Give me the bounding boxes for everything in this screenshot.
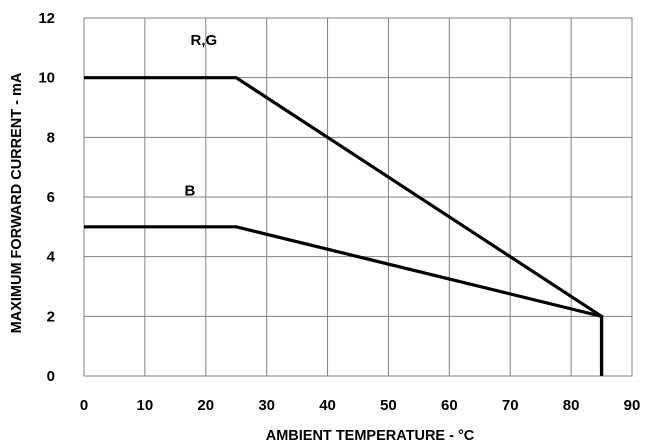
x-axis-title: AMBIENT TEMPERATURE - °C	[266, 428, 475, 444]
series-label: R,G	[191, 32, 218, 49]
x-tick-label: 90	[624, 397, 641, 414]
y-tick-label: 0	[47, 368, 55, 385]
x-tick-label: 10	[137, 397, 154, 414]
series-labels: R,G B	[184, 32, 217, 200]
gridlines	[83, 17, 633, 377]
x-tick-label: 0	[80, 397, 88, 414]
x-tick-label: 80	[563, 397, 580, 414]
plot-frame	[83, 17, 633, 377]
x-tick-label: 50	[380, 397, 397, 414]
y-tick-label: 6	[47, 189, 55, 206]
series-label: B	[184, 183, 195, 200]
y-tick-label: 12	[38, 10, 55, 27]
y-tick-label: 4	[47, 249, 56, 266]
x-tick-label: 60	[441, 397, 458, 414]
y-tick-label: 10	[38, 70, 55, 87]
series-lines	[84, 76, 604, 376]
y-axis-title: MAXIMUM FORWARD CURRENT - mA	[9, 72, 25, 333]
x-tick-label: 30	[258, 397, 275, 414]
y-tick-label: 2	[47, 308, 55, 325]
x-tick-labels: 0 10 20 30 40 50 60 70 80 90	[80, 397, 641, 414]
y-tick-labels: 0 2 4 6 8 10 12	[38, 10, 55, 385]
x-tick-label: 40	[319, 397, 336, 414]
x-tick-label: 70	[502, 397, 519, 414]
x-tick-label: 20	[197, 397, 214, 414]
series-line-1	[84, 225, 604, 376]
y-tick-label: 8	[47, 129, 55, 146]
